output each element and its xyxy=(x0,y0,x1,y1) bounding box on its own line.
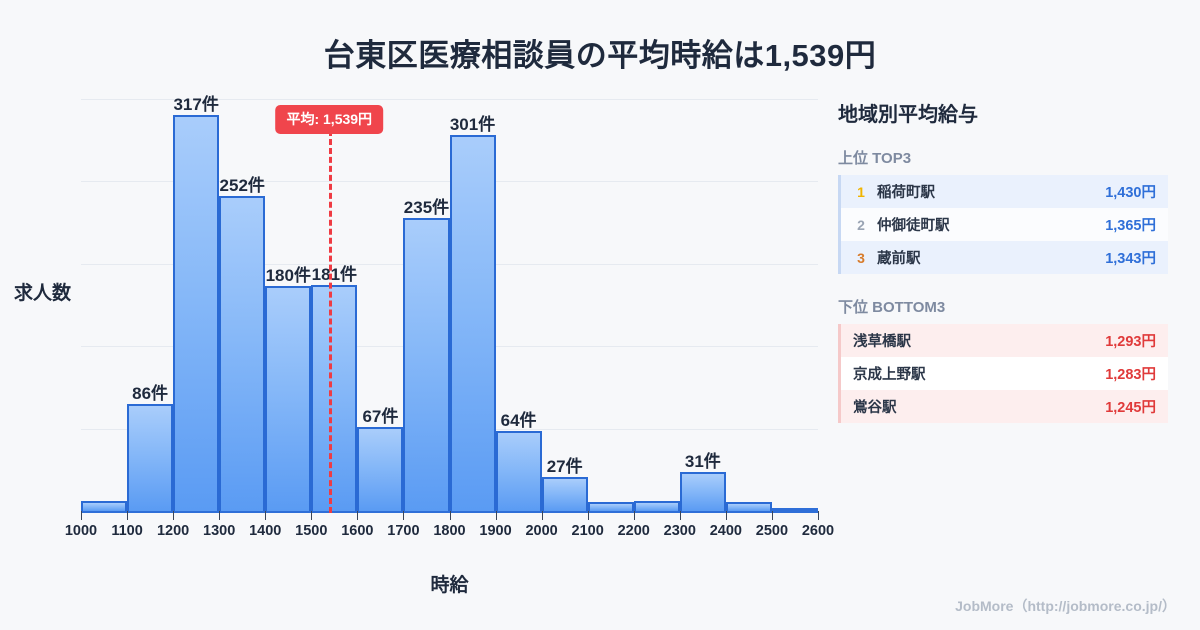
x-axis-tick-label: 1300 xyxy=(203,523,236,539)
bar-value-label: 31件 xyxy=(684,452,721,472)
top3-list: 1 稲荷町駅 1,430円 2 仲御徒町駅 1,365円 3 蔵前駅 1,343円 xyxy=(838,175,1168,274)
x-axis-tick xyxy=(587,511,589,520)
average-badge: 平均: 1,539円 xyxy=(275,105,384,134)
histogram-bar xyxy=(633,501,680,511)
station-average-wage: 1,430円 xyxy=(1105,185,1156,201)
histogram-bar xyxy=(725,502,772,511)
histogram-bar xyxy=(403,217,450,511)
x-axis-tick-label: 1000 xyxy=(64,523,98,539)
footer-credit: JobMore（http://jobmore.co.jp/） xyxy=(955,598,1176,614)
x-axis-tick xyxy=(403,511,405,520)
histogram-bar xyxy=(357,427,404,511)
x-axis-tick-label: 1200 xyxy=(156,523,190,539)
bar-value-label: 64件 xyxy=(500,411,537,431)
side-panel-title: 地域別平均給与 xyxy=(838,104,978,126)
x-axis-tick-label: 2200 xyxy=(617,523,650,539)
x-axis-tick xyxy=(725,511,727,520)
x-axis-tick-label: 1600 xyxy=(341,523,374,539)
top3-row[interactable]: 2 仲御徒町駅 1,365円 xyxy=(841,208,1168,241)
bottom3-heading: 下位 BOTTOM3 xyxy=(838,299,946,316)
bottom3-list: 浅草橋駅 1,293円京成上野駅 1,283円鴬谷駅 1,245円 xyxy=(838,324,1168,423)
histogram-chart: 求人数 時給 86件 317件 252件 180件 181件 67件 235件 301件 64件… xyxy=(14,95,834,596)
histogram-bar xyxy=(219,196,266,511)
bottom3-row[interactable]: 浅草橋駅 1,293円 xyxy=(841,324,1168,357)
bar-value-label: 301件 xyxy=(449,115,496,135)
x-axis-tick-label: 2300 xyxy=(663,523,696,539)
x-axis-tick-label: 1800 xyxy=(433,523,466,539)
x-axis-tick-label: 2500 xyxy=(755,523,789,539)
x-axis-tick-label: 2600 xyxy=(801,523,835,539)
histogram-bar xyxy=(679,472,726,511)
bar-value-label: 317件 xyxy=(173,95,219,115)
x-axis-tick xyxy=(449,511,451,520)
histogram-bar xyxy=(587,502,634,511)
x-axis-tick xyxy=(219,511,221,520)
top3-heading: 上位 TOP3 xyxy=(838,150,912,167)
station-name: 京成上野駅 xyxy=(853,367,926,383)
top3-row[interactable]: 3 蔵前駅 1,343円 xyxy=(841,241,1168,274)
x-axis-tick-label: 1700 xyxy=(387,523,420,539)
x-axis-tick xyxy=(173,511,175,520)
x-axis-tick xyxy=(311,511,313,520)
average-line xyxy=(329,130,333,513)
x-axis-tick xyxy=(771,511,773,520)
bottom3-row[interactable]: 京成上野駅 1,283円 xyxy=(841,357,1168,390)
bar-value-label: 252件 xyxy=(219,176,265,196)
rank-number: 2 xyxy=(857,216,865,233)
station-average-wage: 1,343円 xyxy=(1105,251,1156,267)
x-axis-tick-label: 2100 xyxy=(571,523,604,539)
histogram-bar xyxy=(265,286,312,511)
x-axis-tick xyxy=(81,511,82,520)
x-axis-tick-label: 1500 xyxy=(295,523,328,539)
region-average-salary-panel: 地域別平均給与 上位 TOP3 1 稲荷町駅 1,430円 2 仲御徒町駅 1,365円 3… xyxy=(838,98,1168,445)
x-axis-tick xyxy=(679,511,681,520)
gridline xyxy=(81,99,818,100)
bottom3-row[interactable]: 鴬谷駅 1,245円 xyxy=(841,390,1168,423)
histogram-bar xyxy=(173,115,220,511)
x-axis-tick xyxy=(541,511,543,520)
x-axis-title: 時給 xyxy=(430,575,469,596)
bar-value-label: 180件 xyxy=(265,266,311,286)
x-axis-tick-label: 1900 xyxy=(479,523,512,539)
histogram-bar xyxy=(127,403,174,511)
histogram-bar xyxy=(311,285,358,511)
x-axis-tick-label: 1100 xyxy=(111,523,143,539)
station-name: 稲荷町駅 xyxy=(877,185,935,201)
bar-value-label: 67件 xyxy=(362,407,399,427)
bar-value-label: 181件 xyxy=(311,265,358,285)
bar-value-label: 235件 xyxy=(403,197,450,217)
x-axis-tick-label: 1400 xyxy=(249,523,282,539)
bar-value-label: 86件 xyxy=(132,383,169,403)
bar-value-label: 27件 xyxy=(546,457,583,477)
histogram-bar xyxy=(81,501,128,511)
station-average-wage: 1,283円 xyxy=(1105,367,1156,383)
histogram-bar xyxy=(541,477,588,511)
x-axis-tick xyxy=(633,511,635,520)
station-average-wage: 1,293円 xyxy=(1105,334,1156,350)
station-name: 浅草橋駅 xyxy=(853,334,911,350)
top3-row[interactable]: 1 稲荷町駅 1,430円 xyxy=(841,175,1168,208)
x-axis-tick xyxy=(265,511,267,520)
station-name: 鴬谷駅 xyxy=(853,400,897,416)
x-axis-tick xyxy=(127,511,129,520)
rank-number: 3 xyxy=(857,249,865,266)
station-name: 蔵前駅 xyxy=(877,251,921,267)
station-name: 仲御徒町駅 xyxy=(877,218,950,234)
histogram-bar xyxy=(449,135,496,511)
station-average-wage: 1,245円 xyxy=(1105,400,1156,416)
station-average-wage: 1,365円 xyxy=(1105,218,1156,234)
x-axis-tick xyxy=(818,511,819,520)
x-axis-tick xyxy=(357,511,359,520)
page-title: 台東区医療相談員の平均時給は1,539円 xyxy=(323,38,877,73)
histogram-bar xyxy=(495,431,542,511)
x-axis-tick xyxy=(495,511,497,520)
y-axis-title: 求人数 xyxy=(14,283,72,304)
x-axis-tick-label: 2000 xyxy=(525,523,558,539)
histogram-bar xyxy=(771,508,818,511)
x-axis-tick-label: 2400 xyxy=(709,523,743,539)
rank-number: 1 xyxy=(857,183,865,200)
